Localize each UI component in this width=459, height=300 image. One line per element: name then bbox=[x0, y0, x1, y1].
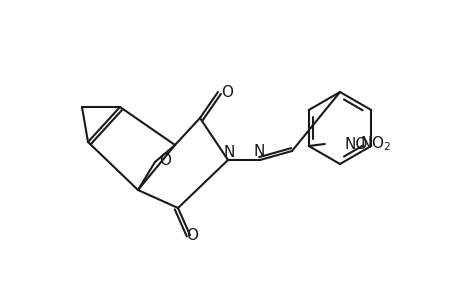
Text: N: N bbox=[253, 143, 264, 158]
Text: O: O bbox=[159, 152, 171, 167]
Text: NO: NO bbox=[344, 136, 367, 152]
Text: $\mathregular{NO_2}$: $\mathregular{NO_2}$ bbox=[359, 135, 390, 153]
Text: O: O bbox=[220, 85, 233, 100]
Text: N: N bbox=[223, 145, 234, 160]
Text: O: O bbox=[185, 229, 197, 244]
